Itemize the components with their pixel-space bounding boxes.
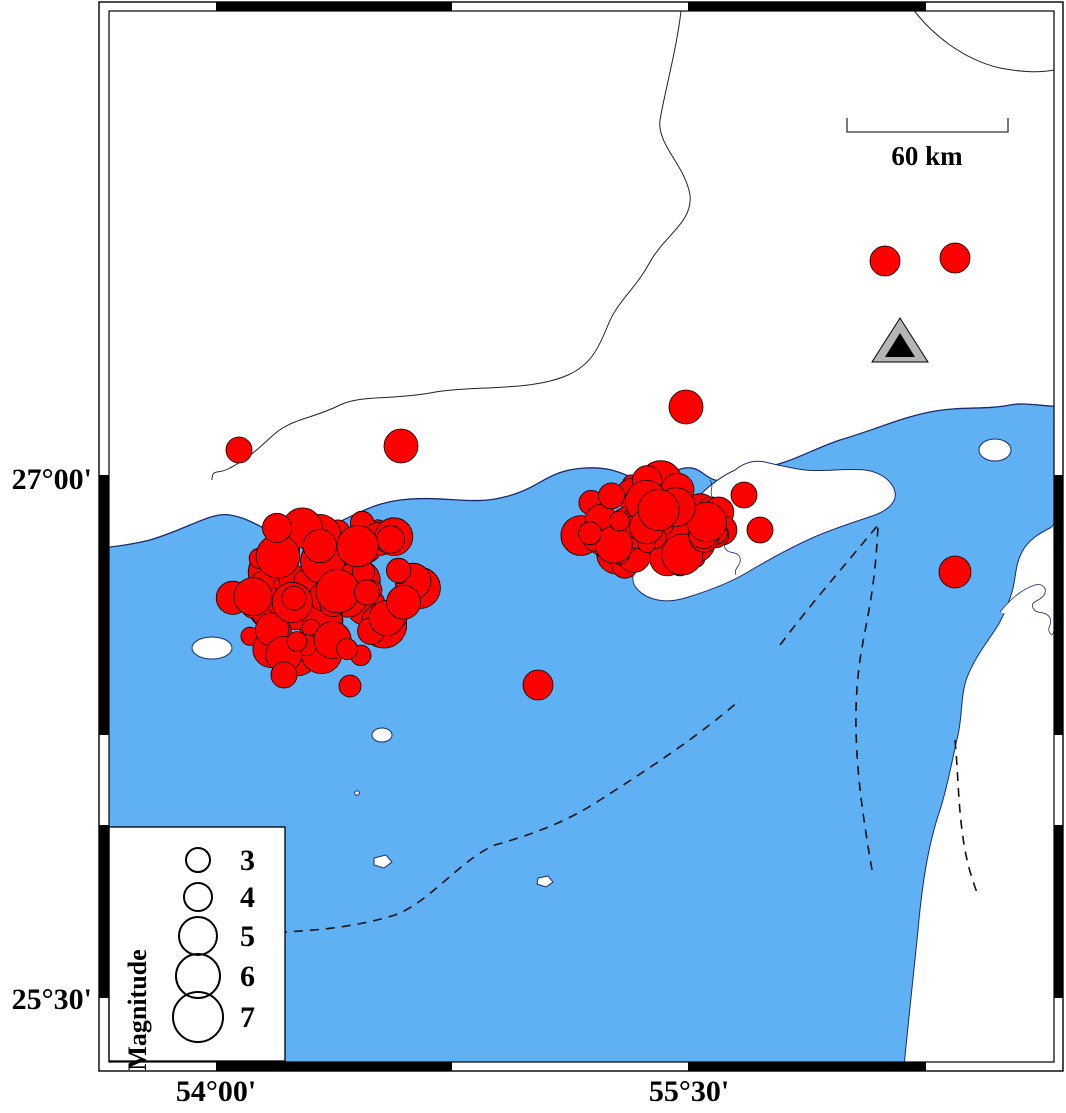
svg-text:7: 7 bbox=[240, 1001, 255, 1034]
svg-text:5: 5 bbox=[240, 920, 255, 953]
svg-text:60 km: 60 km bbox=[891, 141, 963, 171]
svg-text:55°30': 55°30' bbox=[649, 1075, 729, 1108]
svg-text:Magnitude: Magnitude bbox=[123, 949, 152, 1070]
svg-text:54°00': 54°00' bbox=[176, 1075, 256, 1108]
svg-text:6: 6 bbox=[240, 960, 255, 993]
svg-text:3: 3 bbox=[240, 844, 255, 877]
svg-text:25°30': 25°30' bbox=[12, 983, 92, 1016]
svg-text:4: 4 bbox=[240, 881, 255, 914]
svg-text:27°00': 27°00' bbox=[12, 463, 92, 496]
